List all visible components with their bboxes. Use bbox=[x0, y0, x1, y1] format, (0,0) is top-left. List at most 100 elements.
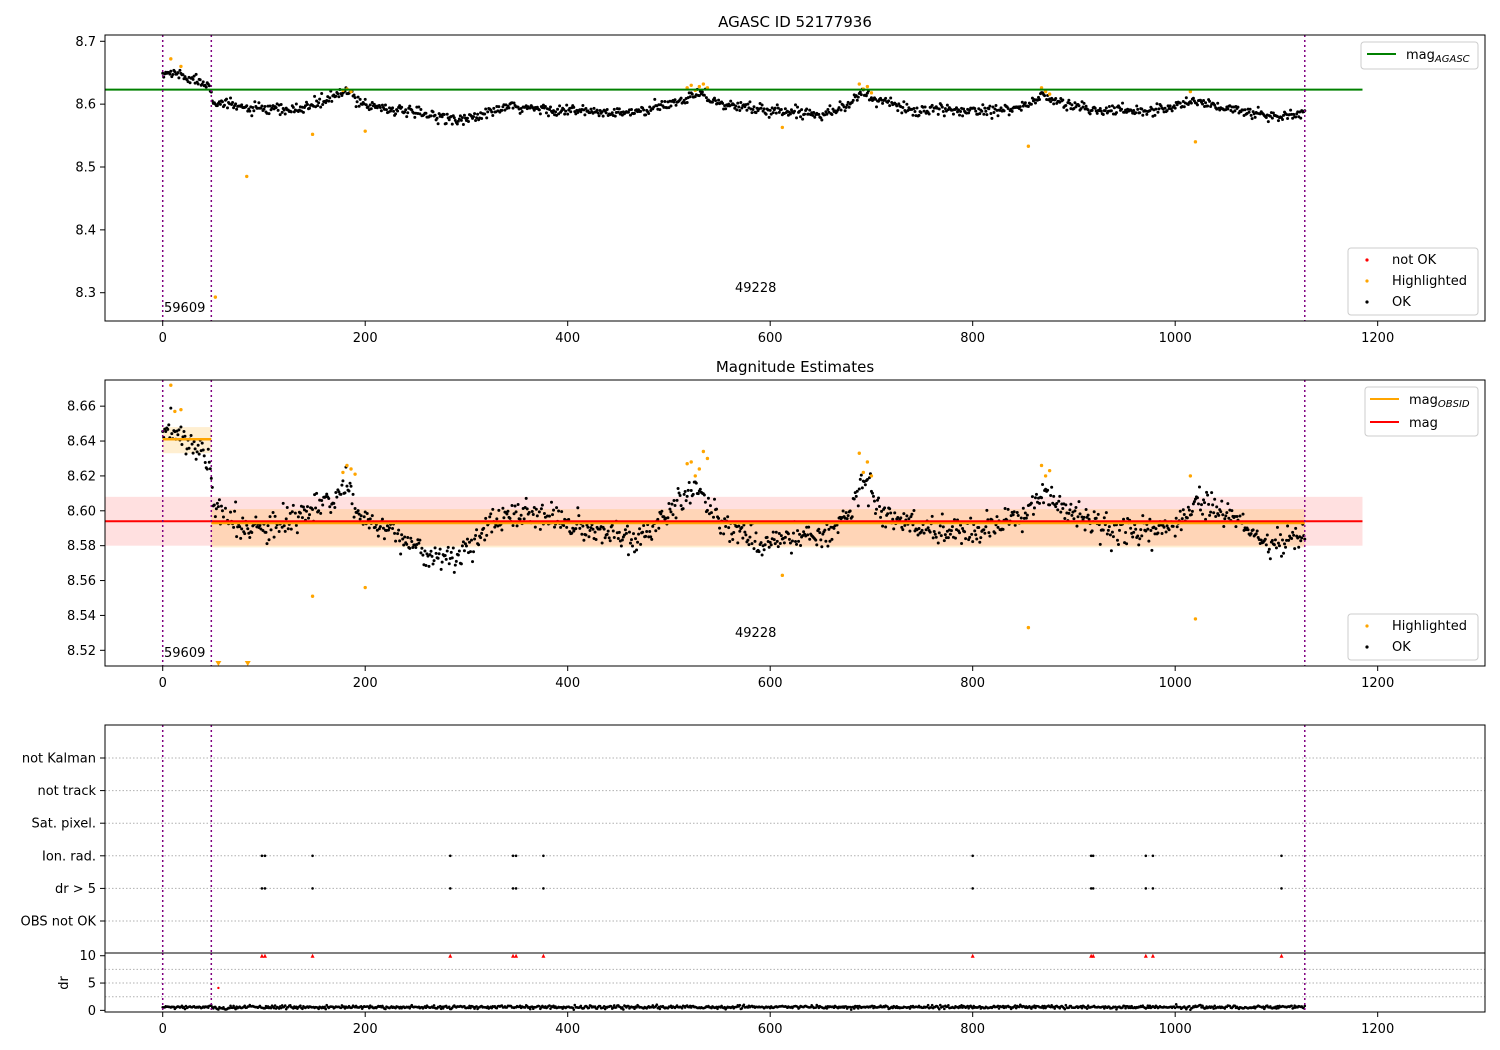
agasc-ok-point bbox=[875, 105, 879, 109]
agasc-highlighted-point bbox=[701, 82, 706, 86]
agasc-ok-point bbox=[1109, 109, 1113, 113]
magnitude-ok-point bbox=[1087, 517, 1091, 521]
magnitude-ok-point bbox=[1136, 534, 1140, 538]
agasc-ok-point bbox=[433, 113, 437, 117]
magnitude-ok-point bbox=[1156, 531, 1160, 535]
magnitude-ok-point bbox=[447, 562, 451, 566]
magnitude-ok-point bbox=[656, 517, 660, 521]
magnitude-ok-point bbox=[705, 508, 709, 512]
agasc-ok-point bbox=[1073, 101, 1077, 105]
magnitude-ok-point bbox=[970, 532, 974, 536]
agasc-ok-point bbox=[954, 106, 958, 110]
magnitude-ok-point bbox=[878, 504, 882, 508]
magnitude-ok-point bbox=[516, 503, 520, 507]
agasc-ok-point bbox=[538, 112, 542, 116]
dr-point bbox=[518, 1004, 522, 1008]
magnitude-ok-point bbox=[464, 544, 468, 548]
magnitude-ok-point bbox=[642, 523, 646, 527]
magnitude-ok-point bbox=[1049, 493, 1053, 497]
magnitude-ok-point bbox=[1222, 525, 1226, 529]
magnitude-highlighted-point bbox=[1047, 468, 1052, 473]
magnitude-ok-point bbox=[750, 542, 754, 546]
agasc-ok-point bbox=[1182, 105, 1186, 109]
magnitude-ok-point bbox=[216, 505, 220, 509]
magnitude-ok-point bbox=[1241, 512, 1245, 516]
magnitude-highlighted-point bbox=[1039, 463, 1044, 468]
agasc-ok-point bbox=[480, 117, 484, 121]
magnitude-ok-point bbox=[620, 538, 624, 542]
agasc-ok-point bbox=[648, 105, 652, 109]
dr-point bbox=[1174, 1003, 1178, 1006]
magnitude-ok-point bbox=[272, 535, 276, 539]
agasc-ok-point bbox=[697, 94, 701, 98]
magnitude-highlighted-point bbox=[1188, 474, 1193, 478]
dr-point bbox=[1014, 1006, 1018, 1010]
magnitude-ok-point bbox=[938, 524, 942, 528]
magnitude-ok-point bbox=[633, 550, 637, 554]
magnitude-ok-point bbox=[1226, 502, 1230, 506]
agasc-ok-point bbox=[308, 106, 312, 110]
agasc-ok-point bbox=[458, 114, 462, 118]
magnitude-ok-point bbox=[728, 540, 732, 544]
magnitude-ok-point bbox=[454, 559, 458, 563]
magnitude-ok-point bbox=[459, 562, 463, 566]
dr-clipped-marker bbox=[970, 953, 975, 958]
magnitude-annotation-obsid-first: 59609 bbox=[164, 646, 205, 661]
magnitude-ok-point bbox=[482, 526, 486, 530]
magnitude-ok-point bbox=[1178, 509, 1182, 513]
agasc-ok-point bbox=[444, 121, 448, 125]
agasc-ok-point bbox=[546, 114, 550, 118]
magnitude-ok-point bbox=[769, 543, 773, 547]
agasc-ok-point bbox=[353, 96, 357, 100]
magnitude-ok-point bbox=[791, 531, 795, 535]
magnitude-legend-lower: Highlighted OK bbox=[1347, 613, 1479, 661]
magnitude-ok-point bbox=[732, 530, 736, 534]
magnitude-ok-point bbox=[627, 530, 631, 534]
magnitude-ok-point bbox=[644, 534, 648, 538]
magnitude-ok-point bbox=[1249, 532, 1253, 536]
agasc-ok-point bbox=[459, 118, 463, 122]
agasc-ok-point bbox=[740, 106, 744, 110]
magnitude-ok-point bbox=[1259, 538, 1263, 542]
magnitude-ok-point bbox=[796, 529, 800, 533]
dr-point bbox=[1303, 1004, 1307, 1008]
legend-marker-highlighted bbox=[1365, 624, 1369, 628]
magnitude-ok-point bbox=[873, 511, 877, 515]
agasc-ok-point bbox=[1155, 102, 1159, 106]
agasc-ok-point bbox=[1052, 102, 1056, 106]
magnitude-ok-point bbox=[1255, 529, 1259, 533]
dr-point bbox=[1292, 1006, 1295, 1010]
agasc-ok-point bbox=[1033, 101, 1037, 105]
agasc-ok-point bbox=[805, 107, 809, 111]
magnitude-ok-point bbox=[619, 544, 623, 548]
magnitude-ok-point bbox=[1187, 508, 1191, 512]
agasc-ok-point bbox=[856, 95, 860, 99]
agasc-ytick-label-8.4: 8.4 bbox=[75, 223, 96, 238]
magnitude-ok-point bbox=[794, 539, 798, 543]
agasc-ok-point bbox=[543, 104, 547, 108]
magnitude-ok-point bbox=[993, 531, 997, 535]
magnitude-ok-point bbox=[473, 537, 477, 541]
agasc-ok-point bbox=[1084, 104, 1088, 108]
dr-point bbox=[283, 1004, 287, 1007]
magnitude-ok-point bbox=[553, 525, 557, 529]
agasc-ok-point bbox=[962, 107, 966, 111]
magnitude-ok-point bbox=[777, 531, 781, 535]
agasc-ok-point bbox=[679, 96, 683, 100]
magnitude-ok-point bbox=[630, 544, 634, 548]
flag-point bbox=[260, 854, 264, 858]
agasc-ok-point bbox=[378, 106, 382, 110]
magnitude-ok-point bbox=[629, 538, 633, 542]
agasc-highlighted-point bbox=[1026, 144, 1031, 148]
magnitude-ok-point bbox=[866, 504, 870, 508]
agasc-ok-point bbox=[801, 117, 805, 121]
dr-point bbox=[627, 1004, 630, 1008]
magnitude-ok-point bbox=[223, 506, 227, 510]
magnitude-ok-point bbox=[267, 538, 271, 542]
agasc-ok-point bbox=[176, 71, 180, 75]
agasc-highlighted-point bbox=[169, 57, 173, 61]
magnitude-ok-point bbox=[753, 539, 757, 543]
dr-point bbox=[367, 1006, 371, 1010]
agasc-ok-point bbox=[431, 110, 435, 114]
magnitude-ok-point bbox=[189, 434, 193, 438]
